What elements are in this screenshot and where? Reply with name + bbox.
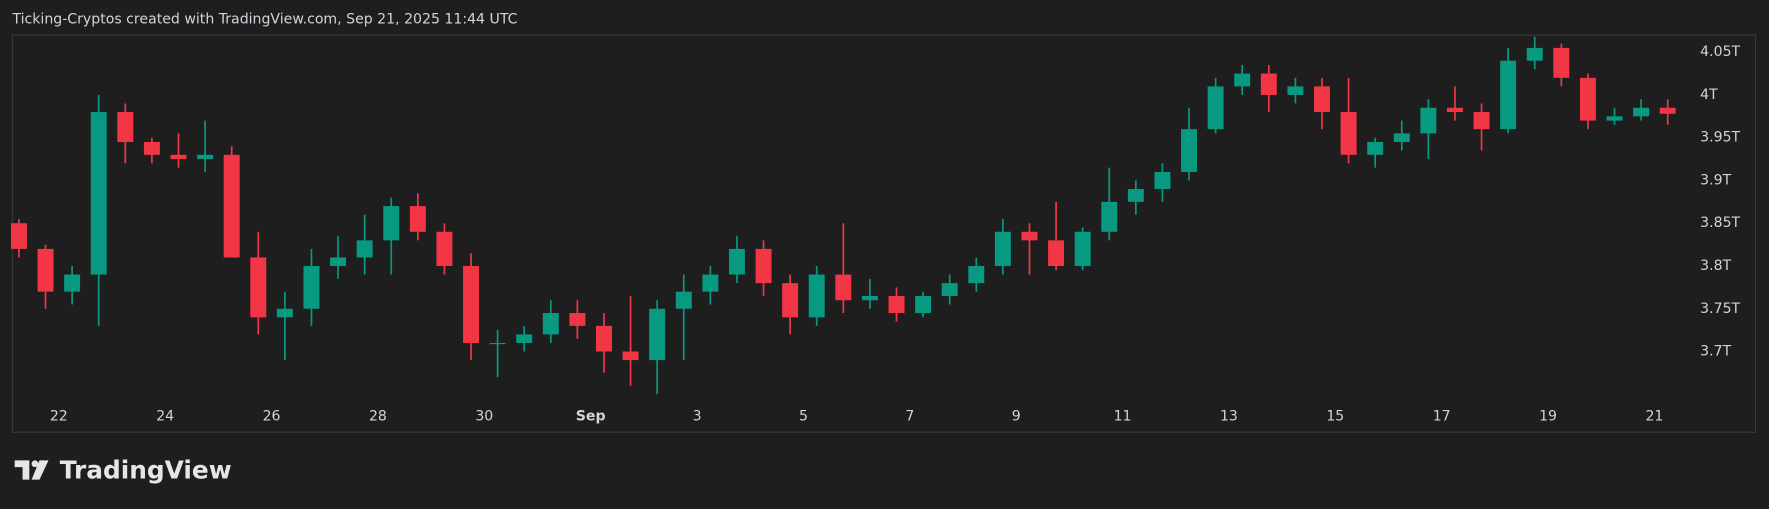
candle-body: [968, 266, 985, 284]
x-tick-label: 9: [1012, 408, 1021, 424]
y-tick-label: 3.8T: [1700, 258, 1731, 274]
candle-body: [1420, 107, 1437, 134]
candle-body: [1473, 112, 1490, 130]
candle-body: [1500, 60, 1517, 130]
candle-body: [1367, 141, 1384, 155]
candle-body: [356, 240, 373, 258]
candle-body: [728, 248, 745, 275]
candle-body: [1633, 107, 1650, 117]
candle-body: [1606, 116, 1623, 121]
candle-body: [1181, 129, 1198, 172]
candle-body: [1021, 231, 1038, 241]
caption: Ticking-Cryptos created with TradingView…: [11, 11, 517, 27]
candle-body: [143, 141, 160, 155]
x-tick-label: 19: [1539, 408, 1557, 424]
candle-body: [1154, 171, 1171, 190]
candle-body: [1393, 133, 1410, 142]
y-tick-label: 3.75T: [1700, 301, 1740, 317]
y-tick-label: 4T: [1700, 87, 1718, 103]
x-tick-label: 17: [1433, 408, 1451, 424]
candle-body: [1446, 107, 1463, 113]
candle-body: [10, 223, 27, 249]
candle-body: [330, 257, 347, 267]
y-tick-label: 3.85T: [1700, 215, 1740, 231]
candle-body: [1127, 189, 1144, 202]
candle-body: [835, 274, 852, 301]
x-tick-label: 28: [369, 408, 387, 424]
y-tick-label: 3.9T: [1700, 172, 1731, 188]
candle-body: [1234, 73, 1251, 87]
candle-body: [303, 266, 320, 309]
candle-body: [994, 231, 1011, 267]
y-tick-label: 3.7T: [1700, 344, 1731, 360]
x-tick-label: 5: [799, 408, 808, 424]
candle-body: [808, 274, 825, 318]
candle-body: [383, 206, 400, 241]
candle-body: [1101, 201, 1118, 232]
candle-body: [197, 154, 214, 160]
candle-body: [1260, 73, 1277, 95]
x-tick-label: 3: [693, 408, 702, 424]
candle-body: [1207, 86, 1224, 130]
candle-body: [1553, 47, 1570, 78]
candle-body: [1048, 240, 1065, 267]
x-tick-label: Sep: [576, 408, 606, 424]
x-tick-label: 24: [156, 408, 174, 424]
candle-body: [596, 325, 612, 352]
candle-body: [170, 154, 187, 160]
candle-body: [915, 295, 932, 314]
candle-body: [1074, 231, 1091, 267]
candle-body: [90, 112, 107, 275]
brand: TradingView: [60, 456, 232, 485]
candle-body: [542, 313, 559, 335]
candle-body: [1314, 86, 1330, 113]
candle-body: [782, 283, 799, 318]
candle-body: [436, 231, 453, 267]
y-tick-label: 3.95T: [1700, 130, 1740, 146]
candle-body: [649, 308, 666, 361]
candle-body: [117, 112, 134, 142]
candle-body: [888, 295, 905, 314]
x-tick-label: 11: [1114, 408, 1132, 424]
x-tick-label: 22: [50, 408, 68, 424]
candle-body: [223, 154, 240, 258]
candle-body: [37, 248, 54, 292]
candle-body: [1579, 77, 1596, 121]
candle-body: [489, 342, 506, 345]
x-tick-label: 15: [1326, 408, 1344, 424]
candle-body: [755, 248, 772, 284]
y-tick-label: 4.05T: [1700, 44, 1740, 60]
candle-body: [64, 274, 81, 292]
candle-body: [516, 334, 533, 343]
logo: [14, 460, 49, 480]
candle-body: [409, 206, 426, 232]
x-tick-label: 13: [1220, 408, 1238, 424]
candle-body: [463, 266, 479, 343]
candle-body: [276, 308, 293, 318]
candle-body: [569, 313, 586, 326]
candle-body: [250, 257, 267, 318]
candle-body: [622, 351, 639, 361]
candle-body: [1659, 107, 1676, 114]
candle-body: [861, 295, 878, 301]
candle-body: [941, 283, 958, 296]
x-tick-label: 21: [1645, 408, 1663, 424]
candle-body: [702, 274, 719, 292]
x-tick-label: 30: [475, 408, 493, 424]
candle-body: [1340, 112, 1357, 155]
candle-body: [675, 291, 692, 309]
candle-body: [1287, 86, 1304, 95]
x-tick-label: 7: [905, 408, 914, 424]
x-tick-label: 26: [263, 408, 281, 424]
candle-body: [1526, 47, 1543, 61]
